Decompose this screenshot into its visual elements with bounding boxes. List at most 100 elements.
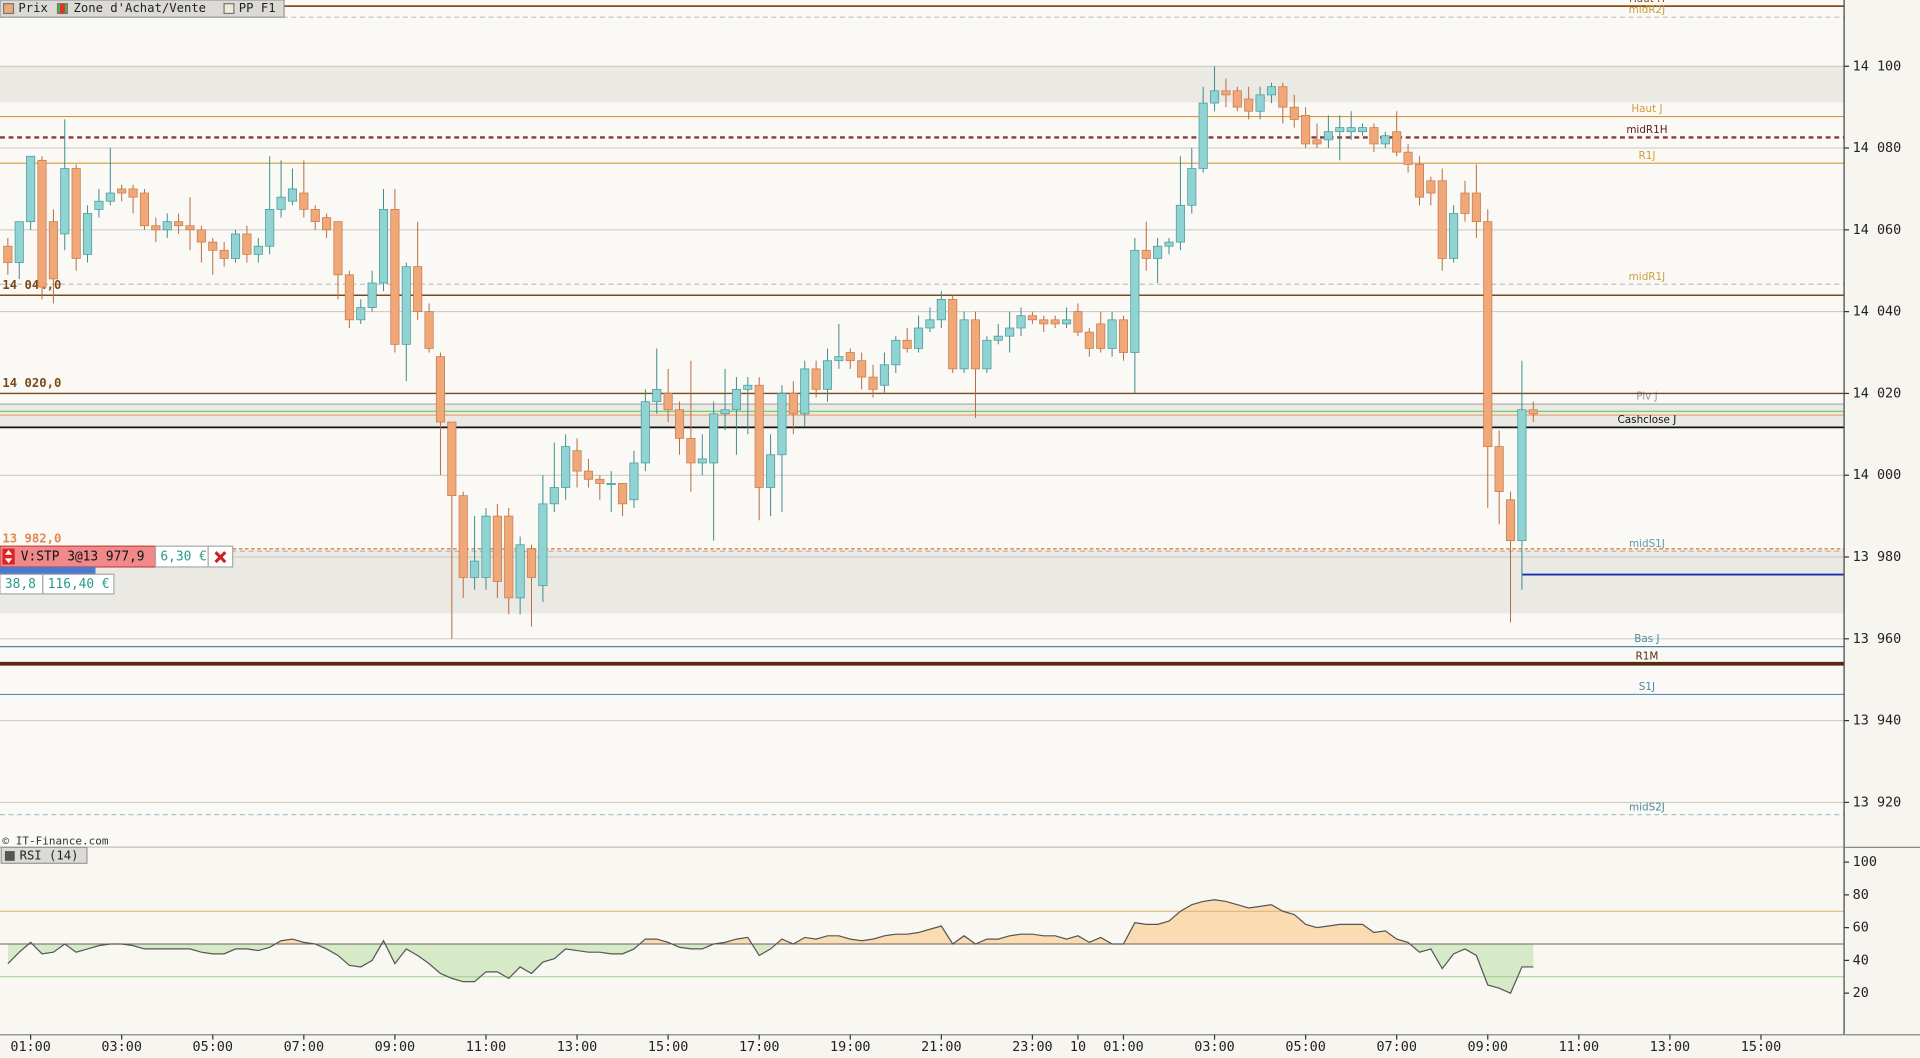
x-tick-label: 21:00 (921, 1040, 961, 1055)
candle-body (663, 393, 673, 411)
candle-body (14, 221, 24, 263)
candle-body (743, 384, 753, 390)
candle-body (1096, 323, 1106, 349)
candle-body (1073, 311, 1083, 333)
candle-body (1153, 245, 1163, 259)
candle-body (1301, 114, 1311, 145)
candle-body (868, 376, 878, 390)
x-tick-label: 07:00 (1376, 1040, 1416, 1055)
level-label: R1M (1636, 650, 1659, 662)
candle-body (526, 548, 537, 578)
candle-body (117, 188, 127, 194)
source: © IT-Finance.com (2, 834, 108, 847)
candle-body (1483, 221, 1493, 447)
order-pnl: 6,30 € (160, 550, 206, 565)
candle-body (583, 470, 593, 480)
candle-body (1449, 213, 1459, 259)
level-label: S1J (1639, 681, 1655, 693)
y-tick-label: 14 060 (1853, 223, 1902, 238)
legend-item[interactable]: Prix (18, 1, 47, 15)
candle-body (242, 233, 252, 255)
legend-item[interactable]: Zone d'Achat/Vente (73, 1, 206, 15)
candle-body (26, 155, 36, 223)
order-amount-box (42, 573, 115, 595)
x-tick-label: 17:00 (739, 1040, 779, 1055)
candle-body (686, 438, 696, 464)
candle-body (970, 319, 981, 370)
candle-body (1164, 241, 1174, 247)
candle-body (857, 360, 867, 378)
candle-body (1130, 249, 1140, 353)
level-label: Haut H (1629, 0, 1665, 5)
candle-body (310, 209, 320, 223)
level-label: R1J (1638, 150, 1655, 162)
candle-body (1506, 499, 1516, 542)
candle-body (1380, 135, 1390, 145)
level-label: midR2J (1629, 4, 1665, 16)
x-tick-label: 19:00 (830, 1040, 870, 1055)
y-tick-label: 13 960 (1853, 632, 1902, 647)
candle-body (367, 282, 377, 308)
y-tick-label: 60 (1853, 921, 1869, 936)
candle-body (470, 560, 480, 578)
zone (0, 550, 1845, 614)
order-close-icon (214, 551, 227, 564)
candle-body (1471, 192, 1481, 223)
candle-body (1175, 204, 1185, 243)
candle-body (1062, 319, 1072, 325)
candle-body (447, 421, 457, 497)
candle-body (1118, 319, 1129, 353)
candle-body (936, 298, 946, 321)
y-tick-label: 14 040 (1853, 305, 1902, 320)
y-tick-label: 13 980 (1853, 550, 1902, 565)
x-tick-label: 11:00 (466, 1040, 506, 1055)
candle-body (276, 196, 286, 210)
legend-swatch (223, 3, 235, 15)
candle-body (1266, 86, 1277, 96)
level-label: midR1J (1629, 271, 1665, 283)
order-level-label: 14 020,0 (2, 376, 61, 390)
candle-body (71, 168, 81, 259)
rsi-legend (0, 846, 88, 864)
price-panel: 13 920 13 940 13 960 13 980 14 000 14 020 14 0… (0, 0, 1920, 848)
order-qty: 38,8 (5, 577, 36, 592)
candle-body (504, 515, 514, 599)
overlay: Prix Zone d'Achat/Vente PP F1 © IT-Finan… (0, 0, 285, 864)
candle-body (1005, 327, 1015, 337)
candle-body (253, 245, 263, 255)
order-level-label: 14 044,0 (2, 278, 61, 292)
candle-body (481, 515, 491, 578)
y-tick-label: 20 (1853, 986, 1869, 1001)
candle-body (948, 298, 958, 370)
candle-body (731, 388, 741, 411)
candle-body (1244, 98, 1254, 112)
y-tick-label: 100 (1853, 855, 1877, 870)
candle-body (196, 229, 206, 243)
x-tick-label: 03:00 (1194, 1040, 1234, 1055)
candle-body (845, 352, 855, 362)
candle-body (777, 393, 787, 456)
x-tick-label: 10 (1070, 1040, 1086, 1055)
x-tick-label: 01:00 (1103, 1040, 1143, 1055)
order-icon[interactable] (2, 548, 15, 565)
candle-body (174, 221, 184, 227)
candle-body (344, 274, 354, 321)
candle-body (37, 159, 47, 288)
order-label[interactable]: V:STP 3@13 977,9 (21, 550, 145, 565)
level-label: Cashclose J (1618, 414, 1677, 426)
legend-item[interactable]: PP F1 (239, 1, 276, 15)
candle-body (48, 221, 58, 280)
rsi-title[interactable]: RSI (14) (20, 848, 79, 862)
candle-body (1050, 319, 1060, 325)
candle-body (914, 327, 924, 349)
candle-body (1528, 409, 1538, 415)
candle-body (299, 192, 309, 210)
y-tick-label: 40 (1853, 953, 1869, 968)
legend-swatch (3, 3, 15, 15)
candle-body (1084, 331, 1094, 349)
candle-body (1312, 139, 1322, 145)
candle-body (572, 450, 582, 472)
order-level-label: 13 982,0 (2, 532, 61, 546)
legend-swatch (4, 851, 15, 861)
